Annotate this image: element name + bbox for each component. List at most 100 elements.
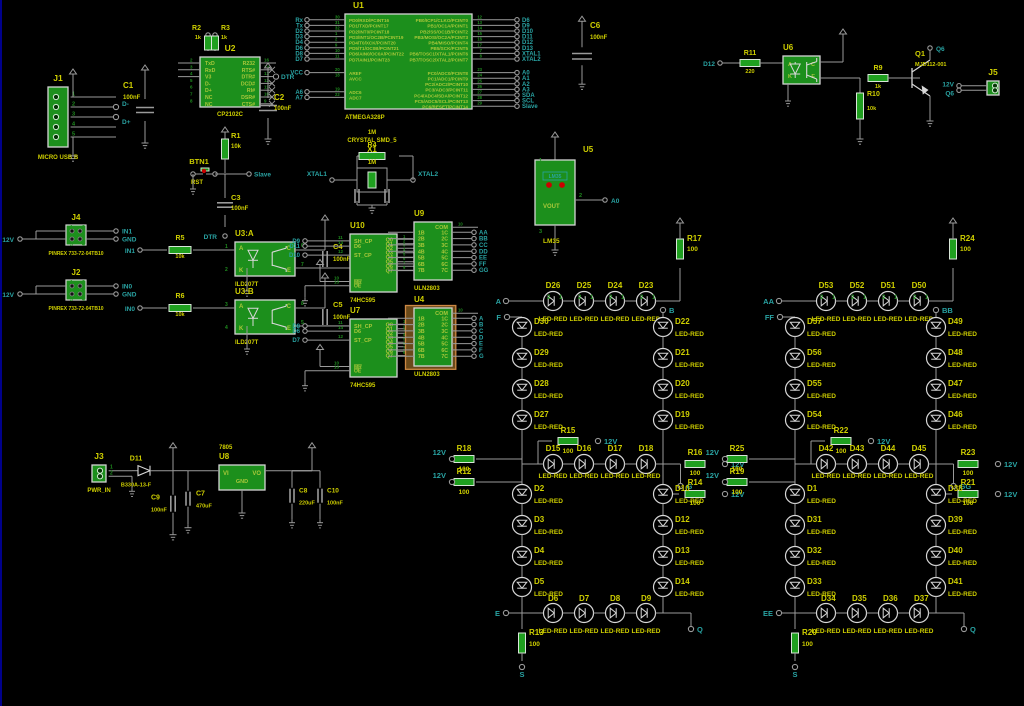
svg-text:D23: D23 bbox=[639, 281, 654, 290]
svg-text:PD4/T0/XCK/PCINT20: PD4/T0/XCK/PCINT20 bbox=[349, 41, 396, 46]
svg-text:D38: D38 bbox=[948, 484, 963, 493]
svg-text:D54: D54 bbox=[807, 410, 822, 419]
svg-text:C: C bbox=[287, 304, 292, 310]
svg-text:LED-RED: LED-RED bbox=[539, 473, 568, 480]
svg-text:IN1: IN1 bbox=[125, 248, 136, 255]
svg-text:J2: J2 bbox=[72, 268, 81, 277]
svg-text:CC: CC bbox=[479, 243, 488, 249]
svg-text:Q7: Q7 bbox=[386, 269, 393, 275]
svg-text:D35: D35 bbox=[852, 594, 867, 603]
svg-text:VI: VI bbox=[223, 471, 229, 477]
svg-text:U1: U1 bbox=[353, 0, 364, 10]
svg-text:6C: 6C bbox=[441, 262, 448, 268]
svg-text:LED-RED: LED-RED bbox=[948, 498, 977, 505]
svg-text:3: 3 bbox=[539, 229, 542, 235]
svg-text:LED-RED: LED-RED bbox=[534, 331, 563, 338]
svg-text:PB4/MISO/PCINT4: PB4/MISO/PCINT4 bbox=[428, 41, 468, 46]
svg-text:3C: 3C bbox=[441, 329, 448, 335]
svg-text:3: 3 bbox=[70, 242, 73, 248]
svg-text:1k: 1k bbox=[195, 35, 202, 41]
svg-text:100: 100 bbox=[687, 246, 698, 253]
svg-text:R25: R25 bbox=[730, 444, 745, 453]
svg-text:23: 23 bbox=[477, 67, 482, 72]
svg-text:100nF: 100nF bbox=[590, 35, 608, 41]
svg-text:10k: 10k bbox=[175, 312, 185, 318]
svg-text:J1: J1 bbox=[53, 73, 63, 83]
svg-text:U3:A: U3:A bbox=[235, 229, 254, 238]
svg-text:GND: GND bbox=[122, 237, 137, 244]
svg-text:R4: R4 bbox=[368, 142, 377, 149]
svg-text:14: 14 bbox=[338, 325, 344, 330]
svg-text:2: 2 bbox=[82, 280, 85, 286]
svg-text:4: 4 bbox=[82, 297, 85, 303]
svg-text:29: 29 bbox=[477, 101, 482, 106]
svg-text:D15: D15 bbox=[546, 444, 561, 453]
svg-text:100nF: 100nF bbox=[151, 508, 168, 514]
svg-text:D17: D17 bbox=[608, 444, 623, 453]
svg-text:D13: D13 bbox=[675, 546, 690, 555]
svg-text:7C: 7C bbox=[441, 354, 448, 360]
svg-text:16: 16 bbox=[477, 37, 482, 42]
svg-text:PB3/MOSI/OC2A/PCINT3: PB3/MOSI/OC2A/PCINT3 bbox=[414, 35, 468, 40]
svg-text:D6: D6 bbox=[548, 594, 559, 603]
svg-text:R9: R9 bbox=[874, 65, 883, 72]
svg-text:LED-RED: LED-RED bbox=[905, 628, 934, 635]
svg-text:20: 20 bbox=[335, 67, 340, 72]
svg-text:R18: R18 bbox=[457, 444, 472, 453]
svg-text:D24: D24 bbox=[608, 281, 623, 290]
svg-text:Q6: Q6 bbox=[945, 90, 954, 97]
svg-text:25: 25 bbox=[477, 78, 482, 83]
svg-text:U8: U8 bbox=[219, 452, 230, 461]
svg-text:7C: 7C bbox=[441, 268, 448, 274]
svg-text:1: 1 bbox=[72, 92, 75, 98]
svg-text:10k: 10k bbox=[867, 106, 877, 112]
svg-text:LED-RED: LED-RED bbox=[948, 424, 977, 431]
svg-text:AVCC: AVCC bbox=[349, 77, 362, 82]
svg-text:4B: 4B bbox=[418, 249, 425, 255]
svg-text:D21: D21 bbox=[675, 348, 690, 357]
svg-text:100nF: 100nF bbox=[231, 206, 249, 212]
svg-text:D6: D6 bbox=[354, 244, 361, 250]
svg-text:NC: NC bbox=[205, 102, 213, 108]
svg-text:12V: 12V bbox=[2, 292, 14, 299]
svg-text:MJD112-001: MJD112-001 bbox=[915, 62, 947, 68]
svg-text:R21: R21 bbox=[961, 478, 976, 487]
svg-text:BB: BB bbox=[479, 237, 488, 243]
svg-text:XTAL2: XTAL2 bbox=[522, 57, 541, 63]
svg-text:D7: D7 bbox=[295, 57, 303, 63]
svg-text:D19: D19 bbox=[675, 410, 690, 419]
svg-text:R14: R14 bbox=[688, 478, 703, 487]
svg-text:LED-RED: LED-RED bbox=[948, 362, 977, 369]
svg-text:IN0: IN0 bbox=[122, 284, 133, 291]
svg-text:Slave: Slave bbox=[254, 172, 271, 179]
svg-text:2: 2 bbox=[579, 193, 582, 199]
svg-text:100: 100 bbox=[563, 448, 574, 455]
svg-text:PD2/INT0/PCINT18: PD2/INT0/PCINT18 bbox=[349, 29, 390, 34]
svg-text:74HC595: 74HC595 bbox=[350, 298, 376, 304]
svg-text:12V: 12V bbox=[706, 448, 719, 457]
svg-text:U4: U4 bbox=[414, 295, 425, 304]
svg-text:A: A bbox=[496, 297, 502, 306]
svg-text:J3: J3 bbox=[94, 451, 104, 461]
svg-text:D3: D3 bbox=[534, 515, 545, 524]
svg-text:D40: D40 bbox=[948, 546, 963, 555]
svg-text:D49: D49 bbox=[948, 317, 963, 326]
svg-text:LED-RED: LED-RED bbox=[948, 393, 977, 400]
svg-text:U2: U2 bbox=[225, 43, 236, 53]
svg-text:1k: 1k bbox=[221, 35, 228, 41]
svg-text:LED-RED: LED-RED bbox=[874, 316, 903, 323]
svg-text:R11: R11 bbox=[744, 50, 757, 57]
svg-text:LED-RED: LED-RED bbox=[843, 473, 872, 480]
svg-text:K: K bbox=[788, 74, 792, 80]
svg-text:CTS#: CTS# bbox=[242, 102, 255, 108]
svg-text:A: A bbox=[239, 304, 244, 310]
svg-text:IN0: IN0 bbox=[125, 306, 136, 313]
svg-text:XTAL1: XTAL1 bbox=[307, 171, 327, 178]
svg-text:LED-RED: LED-RED bbox=[534, 529, 563, 536]
svg-text:A: A bbox=[239, 246, 244, 252]
svg-text:RI#: RI# bbox=[247, 88, 255, 94]
svg-text:ADC6: ADC6 bbox=[349, 90, 362, 95]
svg-text:AA: AA bbox=[479, 230, 488, 236]
svg-text:U7: U7 bbox=[350, 306, 361, 315]
svg-text:PC4/ADC4/SDA/PCINT12: PC4/ADC4/SDA/PCINT12 bbox=[414, 93, 468, 98]
